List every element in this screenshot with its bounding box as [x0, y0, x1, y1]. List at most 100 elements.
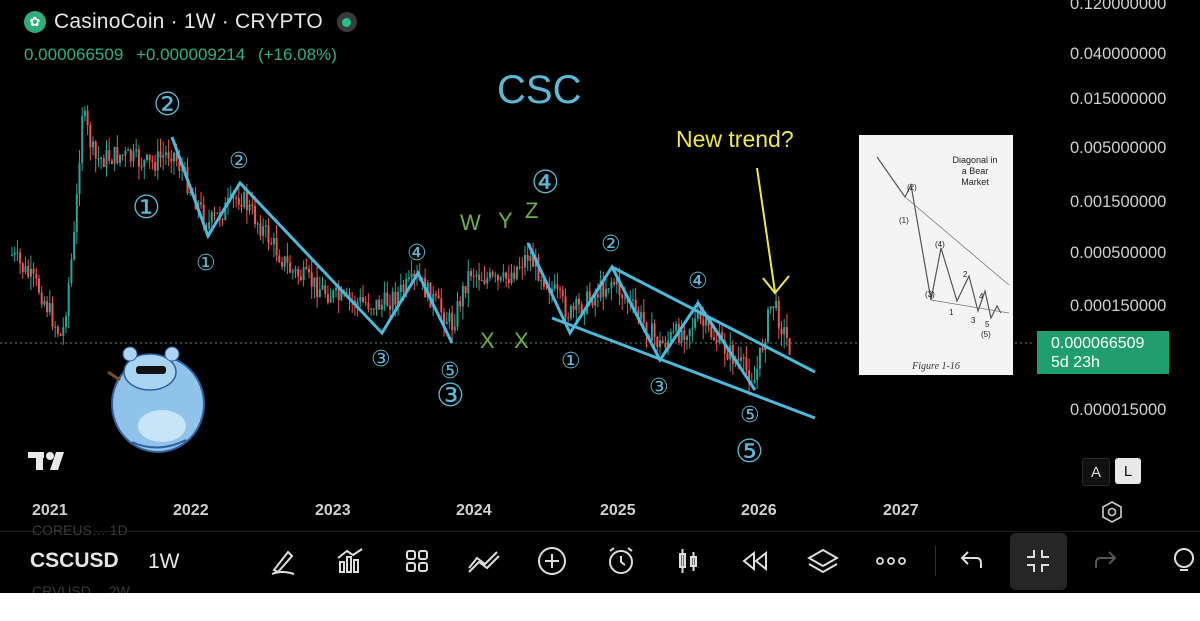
- figure-label: (2): [907, 183, 917, 192]
- candle-body: [162, 155, 165, 158]
- candle-body: [788, 338, 791, 355]
- candle-body: [67, 283, 70, 317]
- redo-icon[interactable]: [1090, 544, 1124, 578]
- candle-body: [372, 308, 375, 310]
- year-label: 2022: [173, 502, 209, 519]
- candle-body: [480, 280, 483, 282]
- candle-body: [124, 150, 127, 156]
- candle-body: [254, 205, 256, 224]
- candle-body: [402, 284, 405, 293]
- candle-body: [667, 340, 670, 348]
- candle-body: [21, 263, 24, 272]
- add-icon[interactable]: [535, 544, 569, 578]
- candle-body: [332, 290, 335, 299]
- candle-body: [715, 339, 718, 343]
- candle-body: [605, 288, 607, 297]
- candle-body: [83, 110, 86, 117]
- candle-body: [205, 225, 208, 229]
- candle-body: [378, 299, 381, 310]
- candle-body: [772, 306, 775, 309]
- candle-body: [637, 309, 640, 319]
- brush-icon[interactable]: [266, 544, 300, 578]
- candle-body: [623, 297, 626, 299]
- price-label: 0.120000000: [1070, 0, 1167, 13]
- candle-body: [102, 158, 105, 167]
- candle-body: [456, 301, 459, 327]
- candle-body: [767, 309, 769, 342]
- symbol-selector[interactable]: CSCUSD: [30, 549, 119, 572]
- candle-body: [19, 252, 22, 264]
- candle-body: [753, 379, 756, 384]
- candle-body: [75, 194, 78, 232]
- replay-icon[interactable]: [738, 544, 772, 578]
- candle-body: [410, 273, 413, 278]
- alert-clock-icon[interactable]: [604, 544, 638, 578]
- candle-body: [640, 312, 643, 319]
- timeframe-selector[interactable]: 1W: [148, 550, 180, 573]
- candles-icon[interactable]: [671, 544, 705, 578]
- collapse-button-bg: [1010, 533, 1067, 590]
- candle-body: [632, 299, 634, 301]
- candle-body: [132, 150, 135, 162]
- figure-label: (1): [899, 216, 909, 225]
- wave-label-large: ⑤: [735, 433, 764, 469]
- candle-body: [742, 357, 745, 359]
- candle-body: [389, 305, 391, 310]
- candle-body: [329, 298, 332, 303]
- candle-body: [272, 237, 275, 245]
- undo-icon[interactable]: [953, 544, 987, 578]
- diagonal-figure-drawing: (2) (1) (4) (3) 2 4 1 3 5 (5): [876, 156, 1010, 339]
- more-icon[interactable]: [874, 544, 908, 578]
- candle-body: [642, 312, 645, 323]
- channel-upper: [611, 265, 816, 374]
- symbol-header[interactable]: ✿ CasinoCoin · 1W · CRYPTO: [24, 10, 357, 34]
- layers-icon[interactable]: [806, 544, 840, 578]
- candle-body: [137, 149, 140, 167]
- candle-body: [540, 280, 543, 282]
- candle-body: [321, 285, 324, 290]
- candle-body: [777, 300, 780, 329]
- figure-label: 1: [949, 308, 954, 317]
- candle-body: [737, 358, 740, 361]
- candle-body: [213, 212, 216, 214]
- candle-body: [437, 295, 440, 299]
- market-status-icon: [336, 12, 357, 32]
- candle-body: [167, 152, 170, 159]
- chart-type-icon[interactable]: [467, 544, 501, 578]
- diagonal-figure-inset: (2) (1) (4) (3) 2 4 1 3 5 (5) Diagonal i…: [859, 135, 1013, 375]
- candle-body: [116, 146, 119, 163]
- candle-body: [173, 152, 175, 162]
- candle-body: [569, 305, 572, 319]
- candle-body: [669, 332, 672, 341]
- candlestick-series: [11, 105, 791, 396]
- candle-body: [478, 274, 481, 281]
- candle-body: [610, 282, 613, 289]
- candle-body: [110, 160, 113, 164]
- candle-body: [599, 280, 602, 298]
- candle-body: [659, 340, 661, 347]
- candle-body: [237, 198, 240, 205]
- chart-settings-icon[interactable]: [1101, 501, 1123, 523]
- hint-icon[interactable]: [1166, 544, 1200, 578]
- candle-body: [24, 266, 27, 272]
- log-scale-button[interactable]: L: [1115, 458, 1141, 484]
- layouts-icon[interactable]: [400, 544, 434, 578]
- candle-body: [380, 304, 383, 310]
- indicators-icon[interactable]: [333, 544, 367, 578]
- candle-body: [561, 289, 564, 297]
- candle-body: [394, 291, 397, 305]
- candle-body: [278, 255, 281, 262]
- quote-line: 0.000066509 +0.000009214 (+16.08%): [24, 45, 345, 65]
- candle-body: [664, 342, 667, 348]
- candle-body: [299, 276, 302, 281]
- tradingview-logo-icon: [28, 452, 64, 470]
- candle-body: [375, 299, 378, 310]
- candle-body: [607, 288, 610, 290]
- candle-body: [46, 301, 49, 313]
- candle-body: [283, 256, 286, 267]
- collapse-icon[interactable]: [1021, 544, 1055, 578]
- new-trend-arrow: [756, 167, 790, 295]
- wave-label-small: ③: [649, 374, 669, 399]
- auto-scale-button[interactable]: A: [1082, 458, 1110, 486]
